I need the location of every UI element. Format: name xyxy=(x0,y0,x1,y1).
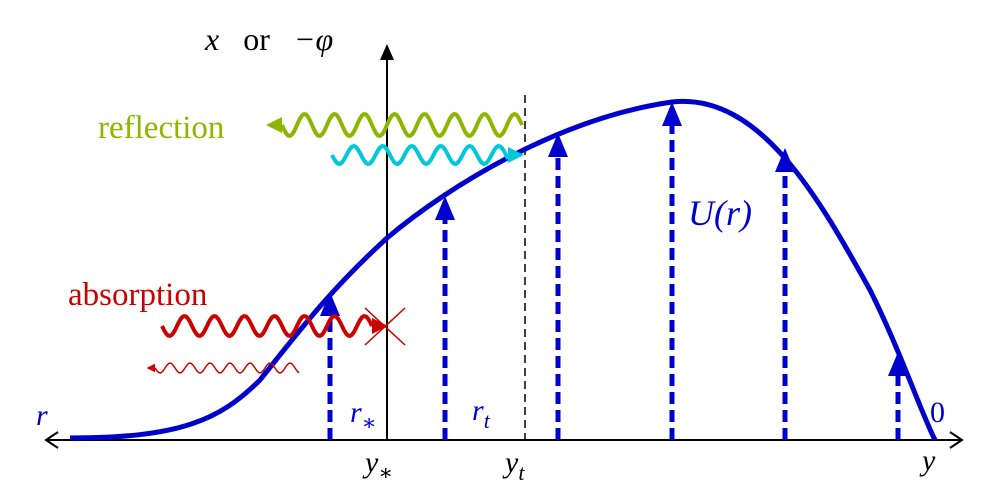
base: y xyxy=(362,446,379,479)
absorption-cross xyxy=(364,307,406,346)
y-label: y xyxy=(919,444,936,477)
force-arrowhead xyxy=(775,148,795,172)
force-arrowhead xyxy=(435,196,455,220)
y-star-label: y∗ xyxy=(362,446,393,485)
reflection-label: reflection xyxy=(98,110,224,146)
wave xyxy=(154,362,300,374)
wave xyxy=(330,143,510,167)
label-or: or xyxy=(243,21,270,57)
r-t-label: rt xyxy=(472,394,491,433)
absorption-label: absorption xyxy=(68,277,207,313)
wave-arrowhead xyxy=(372,318,388,334)
force-arrowhead xyxy=(888,352,908,376)
r-label: r xyxy=(36,399,48,432)
vertical-axis-label: x or −φ xyxy=(204,21,333,57)
wave xyxy=(160,313,374,339)
wave-arrowhead xyxy=(266,117,282,133)
sub: t xyxy=(518,460,525,485)
label-phi: −φ xyxy=(294,21,333,57)
base: r xyxy=(472,394,484,427)
r-star-label: r∗ xyxy=(350,396,377,435)
wave-arrowhead xyxy=(508,147,524,163)
zero-label: 0 xyxy=(930,396,945,429)
sub: ∗ xyxy=(378,460,393,485)
sub: t xyxy=(484,408,491,433)
base: y xyxy=(502,446,519,479)
vertical-arrow xyxy=(380,44,394,60)
wave-arrowhead xyxy=(146,363,155,373)
label-x: x xyxy=(204,21,219,57)
force-arrowhead xyxy=(548,133,568,157)
sub: ∗ xyxy=(362,410,377,435)
potential-curve xyxy=(69,98,938,442)
wave xyxy=(280,111,524,139)
force-arrowhead xyxy=(320,292,340,316)
axis-arrows xyxy=(44,431,964,449)
potential-label: U(r) xyxy=(688,193,752,233)
force-arrowhead xyxy=(662,102,682,126)
base: r xyxy=(350,396,362,429)
y-t-label: yt xyxy=(502,446,525,485)
